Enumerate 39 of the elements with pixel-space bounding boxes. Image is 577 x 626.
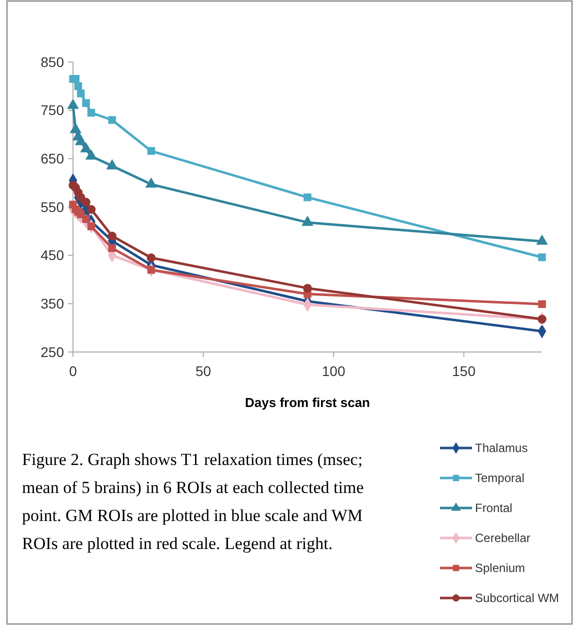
point (538, 253, 546, 262)
point (76, 90, 85, 98)
x-tick-label: 0 (69, 363, 78, 379)
y-tick-label: 250 (40, 344, 64, 360)
point (82, 99, 90, 107)
point (86, 205, 96, 214)
point (538, 314, 546, 324)
point (108, 244, 116, 252)
legend-label: Splenium (475, 561, 526, 576)
point (74, 82, 82, 90)
point (72, 75, 80, 83)
point (147, 266, 156, 274)
legend-label: Temporal (475, 471, 524, 486)
y-tick-label: 350 (40, 296, 64, 312)
legend-label: Subcortical WM (475, 591, 560, 606)
point (304, 193, 312, 202)
legend-label: Frontal (475, 501, 512, 516)
point (82, 215, 90, 223)
x-tick-label: 50 (195, 363, 212, 379)
point (146, 253, 156, 262)
legend-label: Cerebellar (475, 531, 530, 546)
point (87, 108, 96, 117)
point (303, 284, 312, 293)
caption: Figure 2. Graph shows T1 relaxation times (msec; mean of 5 brains) in 6 ROIs at each collected time point. GM ROIs are plotted in blue scale and WM ROIs are plotted in red scale. Legend at right. (22, 450, 364, 553)
point (538, 300, 546, 308)
y-tick-label: 650 (40, 150, 64, 167)
point (147, 147, 156, 155)
x-axis-title: Days from first scan (245, 395, 370, 410)
y-tick-label: 750 (40, 102, 64, 118)
y-tick-label: 450 (40, 247, 64, 264)
point (82, 198, 90, 207)
x-tick-label: 100 (322, 363, 346, 379)
y-tick-label: 850 (40, 54, 64, 70)
point (108, 232, 116, 240)
x-tick-label: 150 (452, 363, 476, 379)
legend-label: Thalamus (475, 441, 528, 456)
point (87, 222, 96, 230)
y-tick-label: 550 (40, 198, 64, 215)
point (108, 116, 116, 124)
